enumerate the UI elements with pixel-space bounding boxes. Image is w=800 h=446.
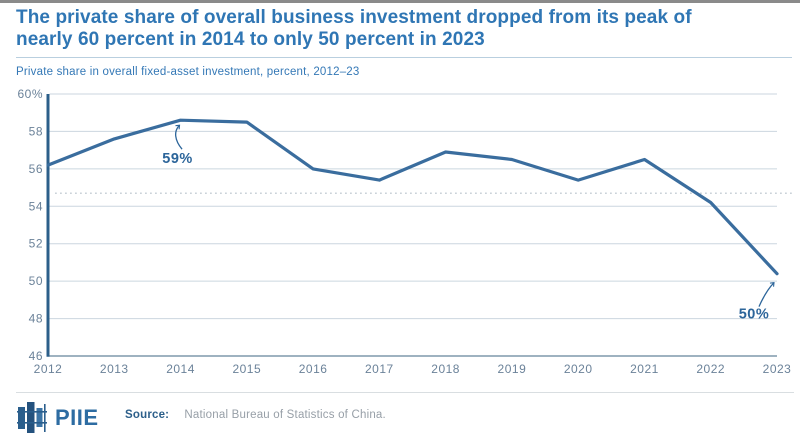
piie-logo: PIIE (17, 401, 99, 435)
window-top-edge (0, 0, 800, 3)
source-label: Source: (125, 409, 170, 421)
data-line-private-share (46, 118, 779, 276)
x-tick-label: 2023 (763, 362, 792, 376)
chart-title-line1: The private share of overall business in… (16, 7, 692, 28)
chart-subtitle: Private share in overall fixed-asset inv… (16, 66, 360, 78)
x-tick-label: 2018 (431, 362, 460, 376)
source-line: Source: National Bureau of Statistics of… (125, 409, 386, 421)
y-tick-label: 52 (29, 237, 43, 251)
x-tick-label: 2013 (100, 362, 129, 376)
y-tick-label: 58 (29, 124, 43, 138)
x-tick-label: 2017 (365, 362, 394, 376)
y-tick-label: 54 (29, 199, 43, 213)
chart-header: The private share of overall business in… (16, 7, 792, 78)
footer-divider (16, 392, 794, 393)
piie-logo-icon (17, 402, 47, 433)
x-tick-label: 2015 (232, 362, 261, 376)
y-tick-label: 48 (29, 312, 43, 326)
y-tick-label: 60% (17, 87, 43, 101)
y-tick-label: 46 (29, 349, 43, 363)
x-tick-label: 2016 (299, 362, 328, 376)
x-tick-label: 2014 (166, 362, 195, 376)
piie-logo-text: PIIE (55, 405, 99, 430)
x-tick-label: 2020 (564, 362, 593, 376)
x-tick-label: 2021 (630, 362, 659, 376)
annotation-label: 50% (739, 307, 770, 323)
annotation-label: 59% (162, 151, 193, 167)
x-tick-label: 2012 (34, 362, 63, 376)
x-tick-label: 2022 (696, 362, 725, 376)
annotation-arrow (175, 124, 183, 150)
chart-title: The private share of overall business in… (16, 7, 792, 50)
x-tick-label: 2019 (498, 362, 527, 376)
chart-title-line2: nearly 60 percent in 2014 to only 50 per… (16, 28, 485, 50)
header-divider (16, 57, 792, 58)
y-tick-label: 56 (29, 162, 43, 176)
annotation-arrow (758, 282, 775, 307)
source-text: National Bureau of Statistics of China. (184, 409, 386, 421)
y-tick-label: 50 (29, 274, 43, 288)
